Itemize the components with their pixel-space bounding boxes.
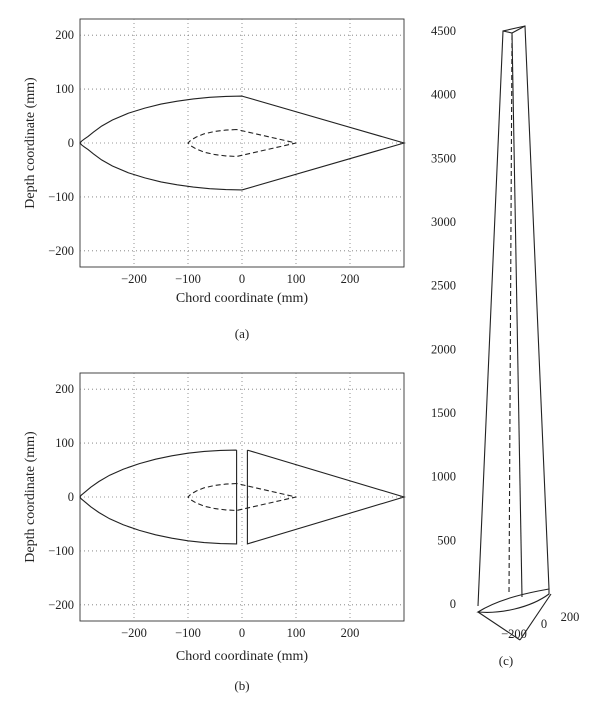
- grid-b: [80, 373, 404, 621]
- base-axis-left: [477, 611, 521, 641]
- z-tick-label: 1500: [431, 406, 456, 420]
- z-tick-label: 2500: [431, 279, 456, 293]
- x-tick-label-c: 200: [561, 610, 580, 624]
- x-tick-label: −200: [121, 626, 147, 640]
- y-axis-label-a: Depth coordinate (mm): [23, 77, 38, 209]
- blade-outline: [477, 25, 550, 607]
- y-axis-label-b: Depth coordinate (mm): [23, 431, 38, 563]
- x-tick-label: 100: [287, 272, 306, 286]
- panel-b: −200 −100 0 100 200 −200 −100 0 100 200 Chord coo…: [23, 372, 406, 693]
- y-tick-label: 200: [55, 28, 74, 42]
- y-tick-label: −200: [48, 598, 74, 612]
- series-b: [79, 449, 406, 545]
- x-axis-label-a: Chord coordinate (mm): [176, 291, 309, 306]
- y-tick-label: −100: [48, 544, 74, 558]
- z-tick-label: 1000: [431, 470, 456, 484]
- x-tick-label: −100: [175, 272, 201, 286]
- x-tick-labels-c: −200 0 200: [501, 610, 579, 641]
- z-tick-label: 3000: [431, 215, 456, 229]
- outer-profile-1: [246, 449, 406, 545]
- blade-3d: [476, 25, 552, 641]
- x-tick-label-c: −200: [501, 627, 527, 641]
- outer-profile-0: [79, 95, 406, 191]
- inner-dashed-profile: [187, 128, 297, 158]
- y-tick-label: 0: [68, 490, 74, 504]
- outer-profile-0: [79, 449, 238, 545]
- tick-labels-b: −200 −100 0 100 200 −200 −100 0 100 200: [48, 382, 359, 640]
- tick-labels-a: −200 −100 0 100 200 −200 −100 0 100 200: [48, 28, 359, 286]
- panel-label-a: (a): [235, 326, 249, 341]
- z-tick-label: 4000: [431, 88, 456, 102]
- base-axis-right: [519, 593, 552, 641]
- z-tick-label: 4500: [431, 24, 456, 38]
- blade-inner-edge: [511, 32, 523, 598]
- inner-dashed-profile: [187, 482, 297, 512]
- z-tick-label: 500: [437, 533, 456, 547]
- x-tick-label-c: 0: [541, 617, 547, 631]
- series-a: [79, 95, 406, 191]
- z-tick-labels-c: 0 500 1000 1500 2000 2500 3000 3500 4000 4500: [431, 24, 456, 611]
- x-tick-label: 200: [341, 626, 360, 640]
- panel-label-b: (b): [234, 678, 249, 693]
- panel-label-c: (c): [499, 653, 513, 668]
- blade-root-section: [476, 588, 550, 613]
- x-tick-label: 0: [239, 626, 245, 640]
- z-tick-label: 3500: [431, 151, 456, 165]
- z-tick-label: 0: [450, 597, 456, 611]
- x-tick-label: 0: [239, 272, 245, 286]
- x-tick-label: 100: [287, 626, 306, 640]
- x-tick-label: −200: [121, 272, 147, 286]
- y-tick-label: −100: [48, 190, 74, 204]
- z-tick-label: 2000: [431, 342, 456, 356]
- y-tick-label: 200: [55, 382, 74, 396]
- y-tick-label: 0: [68, 136, 74, 150]
- y-tick-label: 100: [55, 436, 74, 450]
- x-tick-label: 200: [341, 272, 360, 286]
- panel-a: −200 −100 0 100 200 −200 −100 0 100 200 Chord coo…: [23, 18, 406, 341]
- grid-a: [80, 19, 404, 267]
- y-tick-label: 100: [55, 82, 74, 96]
- x-axis-label-b: Chord coordinate (mm): [176, 649, 309, 664]
- blade-spar: [508, 34, 513, 596]
- y-tick-label: −200: [48, 244, 74, 258]
- x-tick-label: −100: [175, 626, 201, 640]
